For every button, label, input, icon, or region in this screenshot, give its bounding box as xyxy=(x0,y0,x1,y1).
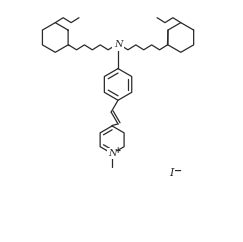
Text: N: N xyxy=(108,149,116,158)
Text: −: − xyxy=(174,166,182,175)
Text: I: I xyxy=(169,168,174,178)
Text: N: N xyxy=(114,40,122,49)
Text: +: + xyxy=(114,146,121,155)
